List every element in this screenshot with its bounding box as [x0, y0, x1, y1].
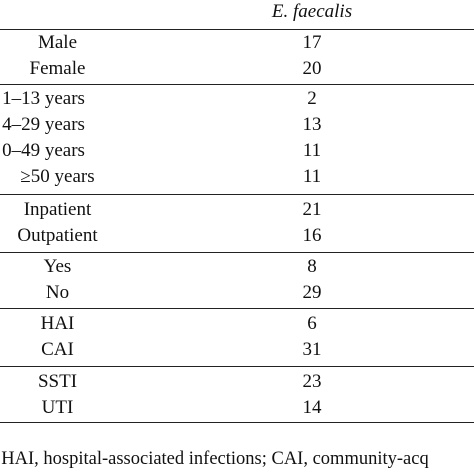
bottom-rule [0, 422, 474, 423]
table-row: UTI 14 [0, 395, 474, 421]
row-label: Outpatient [17, 225, 98, 246]
row-value: 11 [302, 166, 322, 187]
row-value: 29 [302, 282, 322, 303]
group-divider [0, 252, 474, 253]
row-value: 11 [302, 140, 322, 161]
table-row: Female 20 [0, 56, 474, 82]
row-value: 2 [307, 88, 317, 109]
group-divider [0, 84, 474, 85]
row-value: 8 [307, 256, 317, 277]
table-row: HAI 6 [0, 311, 474, 337]
column-header-e-faecalis: E. faecalis [271, 1, 353, 22]
row-label: No [45, 282, 70, 303]
row-value: 14 [302, 397, 322, 418]
table-row: ≥50 years 11 [0, 164, 474, 190]
table-row: Yes 8 [0, 254, 474, 280]
row-value: 16 [302, 225, 322, 246]
group-divider [0, 194, 474, 195]
table-row: Outpatient 16 [0, 223, 474, 249]
row-value: 20 [302, 58, 322, 79]
row-label: ≥50 years [20, 166, 95, 187]
table-row: 1–13 years 2 [0, 86, 474, 112]
row-label: UTI [41, 397, 74, 418]
row-value: 21 [302, 199, 322, 220]
row-label: SSTI [37, 371, 78, 392]
row-value: 23 [302, 371, 322, 392]
row-label: Inpatient [23, 199, 92, 220]
table-row: No 29 [0, 280, 474, 306]
row-value: 13 [302, 114, 322, 135]
group-divider [0, 366, 474, 367]
group-divider [0, 308, 474, 309]
row-value: 6 [307, 313, 317, 334]
table-row: Inpatient 21 [0, 197, 474, 223]
row-label: 4–29 years [2, 114, 85, 135]
row-label: HAI [40, 313, 75, 334]
row-label: Female [29, 58, 86, 79]
header-rule [0, 29, 474, 30]
row-label: 1–13 years [2, 88, 85, 109]
table-footnote: . HAI, hospital-associated infections; C… [0, 449, 429, 469]
table-row: 4–29 years 13 [0, 112, 474, 138]
row-label: Yes [43, 256, 72, 277]
table-row: CAI 31 [0, 337, 474, 363]
table-row: 0–49 years 11 [0, 138, 474, 164]
row-label: CAI [41, 339, 74, 360]
table-row: Male 17 [0, 30, 474, 56]
table-row: SSTI 23 [0, 369, 474, 395]
row-value: 17 [302, 32, 322, 53]
row-label: 0–49 years [2, 140, 85, 161]
row-value: 31 [302, 339, 322, 360]
row-label: Male [37, 32, 78, 53]
